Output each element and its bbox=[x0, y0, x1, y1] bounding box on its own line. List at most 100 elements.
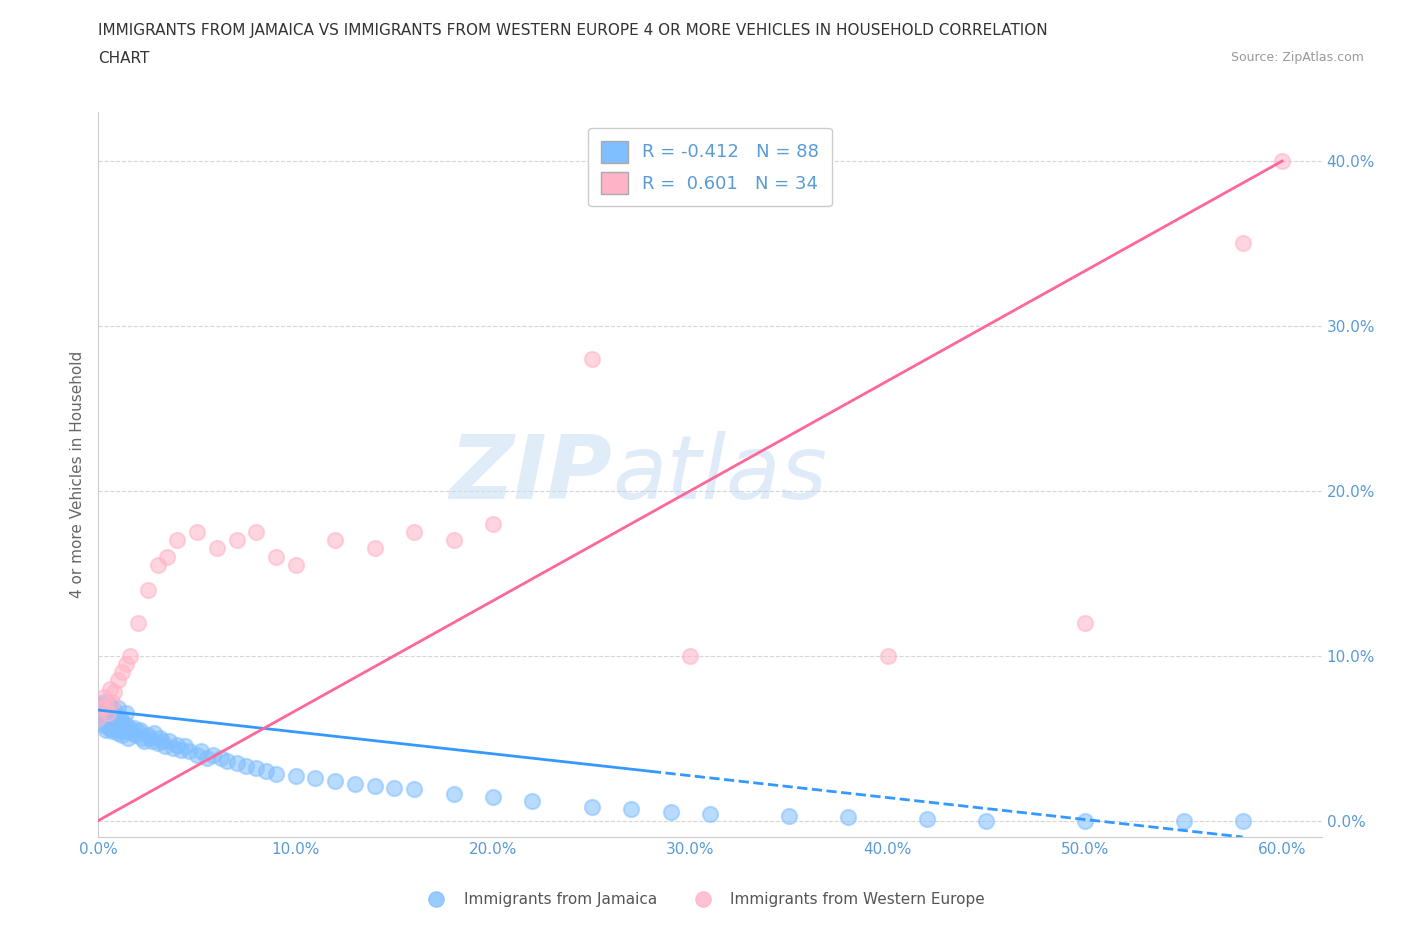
Point bbox=[108, 710, 131, 724]
Point bbox=[254, 764, 277, 778]
Point bbox=[118, 723, 141, 737]
Point bbox=[245, 525, 267, 539]
Point bbox=[659, 804, 682, 819]
Point bbox=[699, 806, 721, 821]
Point bbox=[93, 717, 115, 732]
Point bbox=[115, 706, 138, 721]
Text: atlas: atlas bbox=[612, 432, 827, 517]
Text: Source: ZipAtlas.com: Source: ZipAtlas.com bbox=[1230, 51, 1364, 64]
Point bbox=[98, 699, 121, 714]
Point bbox=[136, 727, 159, 742]
Point bbox=[149, 731, 172, 746]
Point bbox=[117, 731, 139, 746]
Point bbox=[443, 787, 465, 802]
Point bbox=[1173, 813, 1195, 828]
Point bbox=[131, 731, 153, 746]
Point bbox=[96, 698, 118, 712]
Point bbox=[105, 723, 128, 737]
Point bbox=[159, 734, 181, 749]
Point bbox=[679, 648, 702, 663]
Point bbox=[107, 701, 129, 716]
Point bbox=[91, 701, 114, 716]
Point bbox=[166, 533, 188, 548]
Point bbox=[103, 703, 125, 718]
Point bbox=[404, 782, 426, 797]
Point bbox=[170, 742, 193, 757]
Point bbox=[111, 727, 134, 742]
Point bbox=[107, 673, 129, 688]
Point bbox=[155, 738, 177, 753]
Point bbox=[205, 541, 228, 556]
Point bbox=[146, 557, 169, 572]
Point bbox=[108, 723, 131, 737]
Point bbox=[1232, 813, 1254, 828]
Point bbox=[142, 725, 165, 740]
Text: CHART: CHART bbox=[98, 51, 150, 66]
Point bbox=[443, 533, 465, 548]
Point bbox=[201, 747, 224, 762]
Point bbox=[141, 734, 163, 749]
Point bbox=[323, 533, 346, 548]
Point bbox=[121, 725, 143, 740]
Point bbox=[522, 793, 544, 808]
Point bbox=[235, 759, 257, 774]
Point bbox=[363, 541, 385, 556]
Point bbox=[91, 698, 114, 712]
Point bbox=[209, 751, 232, 765]
Point bbox=[1074, 616, 1097, 631]
Point bbox=[195, 751, 218, 765]
Point bbox=[93, 708, 115, 723]
Point bbox=[1271, 153, 1294, 168]
Point bbox=[96, 704, 118, 719]
Point bbox=[179, 744, 201, 759]
Point bbox=[186, 747, 208, 762]
Point bbox=[111, 665, 134, 680]
Point bbox=[97, 719, 120, 734]
Point bbox=[132, 734, 155, 749]
Point bbox=[96, 723, 118, 737]
Point bbox=[91, 711, 114, 725]
Point bbox=[101, 724, 124, 739]
Point bbox=[186, 525, 208, 539]
Point bbox=[150, 734, 173, 749]
Point bbox=[190, 744, 212, 759]
Point bbox=[122, 721, 145, 736]
Point bbox=[915, 811, 938, 827]
Point bbox=[304, 770, 326, 785]
Point bbox=[404, 525, 426, 539]
Point bbox=[323, 774, 346, 789]
Point bbox=[98, 721, 121, 736]
Point bbox=[482, 516, 505, 531]
Point bbox=[105, 711, 128, 725]
Point bbox=[97, 706, 120, 721]
Point bbox=[101, 706, 124, 721]
Point bbox=[1074, 813, 1097, 828]
Point bbox=[128, 723, 150, 737]
Point bbox=[97, 710, 120, 724]
Point bbox=[136, 582, 159, 597]
Point bbox=[1232, 236, 1254, 251]
Point bbox=[118, 648, 141, 663]
Point bbox=[127, 724, 149, 739]
Point bbox=[87, 706, 110, 721]
Point bbox=[620, 802, 643, 817]
Point bbox=[146, 736, 169, 751]
Legend: R = -0.412   N = 88, R =  0.601   N = 34: R = -0.412 N = 88, R = 0.601 N = 34 bbox=[588, 128, 832, 206]
Legend: Immigrants from Jamaica, Immigrants from Western Europe: Immigrants from Jamaica, Immigrants from… bbox=[415, 886, 991, 913]
Point bbox=[89, 701, 111, 716]
Point bbox=[107, 725, 129, 740]
Point bbox=[974, 813, 997, 828]
Point bbox=[174, 738, 197, 753]
Point bbox=[363, 778, 385, 793]
Point bbox=[98, 710, 121, 724]
Point bbox=[156, 550, 179, 565]
Point bbox=[166, 737, 188, 752]
Point bbox=[97, 696, 120, 711]
Point bbox=[127, 616, 149, 631]
Point bbox=[225, 755, 247, 770]
Point bbox=[225, 533, 247, 548]
Point bbox=[482, 790, 505, 804]
Point bbox=[101, 695, 124, 710]
Point bbox=[837, 810, 859, 825]
Point bbox=[162, 740, 184, 755]
